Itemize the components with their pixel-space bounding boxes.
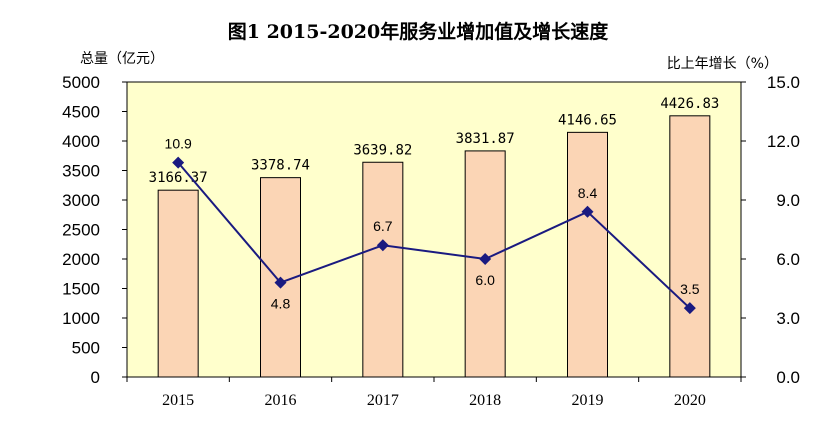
plot-area: [126, 81, 742, 378]
bar: [669, 115, 711, 378]
line-data-label: 6.0: [475, 272, 495, 288]
y-right-tick-label: 9.0: [776, 191, 800, 210]
x-tick-label: 2015: [162, 392, 194, 409]
line-data-label: 3.5: [680, 281, 700, 297]
y-left-tick-label: 1500: [62, 280, 100, 299]
y-right-tick-label: 15.0: [767, 73, 800, 92]
bar: [362, 161, 404, 378]
line-marker: [581, 205, 594, 218]
y-axis-right: 0.0 3.0 6.0 9.0 12.0 15.0: [741, 73, 800, 387]
bar-series: [157, 115, 711, 378]
line-data-label: 10.9: [165, 136, 192, 152]
bar-data-label: 4146.65: [558, 112, 617, 128]
bar-data-label: 3639.82: [353, 142, 412, 158]
line-series: [172, 156, 696, 315]
bar-data-labels: 3166.37 3378.74 3639.82 3831.87 4146.65 4426.…: [149, 96, 720, 186]
x-axis: 2015 2016 2017 2018 2019 2020: [126, 377, 742, 409]
line-data-label: 6.7: [373, 218, 393, 234]
line-marker: [376, 239, 389, 252]
y-left-tick-label: 2000: [62, 250, 100, 269]
bar-data-label: 3378.74: [251, 158, 310, 174]
y-right-tick-label: 6.0: [776, 250, 800, 269]
x-tick-label: 2016: [265, 392, 297, 409]
y-left-tick-label: 2500: [62, 221, 100, 240]
line-marker: [172, 156, 185, 169]
y-left-tick-label: 3500: [62, 162, 100, 181]
growth-line: [177, 161, 691, 309]
y-left-tick-label: 500: [72, 339, 100, 358]
line-marker: [479, 253, 492, 265]
line-data-labels: 10.9 4.8 6.7 6.0 8.4 3.5: [165, 136, 700, 312]
y-axis-left: 0 500 1000 1500 2000 2500 3000 3500 4000 4500 5000: [62, 73, 127, 387]
y-left-tick-label: 5000: [62, 73, 100, 92]
x-tick-label: 2017: [367, 392, 399, 409]
y-right-tick-label: 3.0: [776, 309, 800, 328]
bar: [464, 150, 506, 378]
y-left-tick-label: 4000: [62, 132, 100, 151]
y-right-tick-label: 0.0: [776, 368, 800, 387]
x-tick-label: 2019: [572, 392, 604, 409]
x-tick-label: 2018: [469, 392, 501, 409]
bar: [567, 131, 608, 378]
x-tick-label: 2020: [674, 392, 706, 409]
line-data-label: 4.8: [271, 296, 291, 312]
y-axis-right-label: 比上年增长（%）: [667, 56, 778, 72]
line-data-label: 8.4: [578, 185, 598, 201]
y-left-tick-label: 4500: [62, 103, 100, 122]
y-left-tick-label: 0: [91, 368, 100, 387]
bar-data-label: 4426.83: [660, 96, 719, 112]
bar-data-label: 3831.87: [456, 131, 515, 147]
y-right-tick-label: 12.0: [767, 132, 800, 151]
chart-title: 图1 2015-2020年服务业增加值及增长速度: [228, 20, 609, 43]
y-left-tick-label: 3000: [62, 191, 100, 210]
y-left-tick-label: 1000: [62, 309, 100, 328]
y-axis-left-label: 总量（亿元）: [80, 51, 164, 67]
line-marker: [274, 276, 287, 289]
bar: [157, 189, 199, 378]
bar-data-label: 3166.37: [149, 170, 208, 186]
line-marker: [683, 302, 696, 315]
